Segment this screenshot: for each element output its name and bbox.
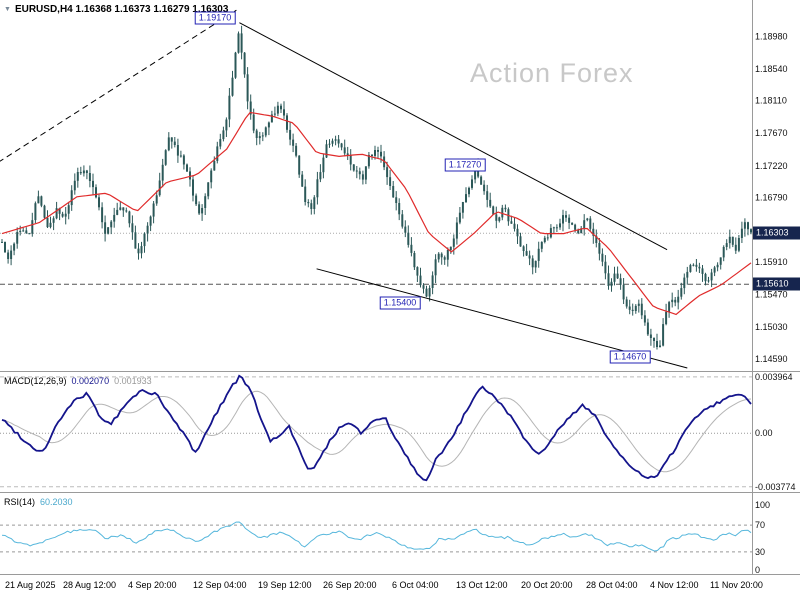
rsi-axis-label: 30 [755,547,765,557]
rsi-line [1,521,752,552]
macd-main-line [1,374,752,482]
price-annotation[interactable]: 1.15400 [379,296,421,310]
time-axis-label: 12 Sep 04:00 [193,580,247,590]
rsi-axis-label: 0 [755,565,760,575]
price-axis-label: 1.16790 [755,193,788,203]
time-axis-label: 28 Aug 12:00 [63,580,117,590]
time-axis-label: 4 Sep 20:00 [128,580,177,590]
price-axis-label: 1.15030 [755,322,788,332]
macd-signal-line [1,390,752,473]
support-price-badge: 1.15610 [753,277,800,291]
time-axis-label: 26 Sep 20:00 [323,580,377,590]
price-annotation[interactable]: 1.19170 [194,11,236,25]
macd-axis-label: -0.003774 [755,482,796,492]
macd-name: MACD(12,26,9) [4,376,67,386]
watermark: Action Forex [470,58,634,88]
macd-indicator-label: MACD(12,26,9) 0.002070 0.001933 [4,376,157,386]
moving-average-line [1,111,752,316]
time-axis-label: 4 Nov 12:00 [650,580,699,590]
price-axis-label: 1.18980 [755,32,788,42]
macd-main-value: 0.002070 [71,376,110,386]
price-axis-label: 1.15470 [755,290,788,300]
rsi-name: RSI(14) [4,497,36,507]
time-axis-label: 11 Nov 20:00 [710,580,763,590]
time-axis-label: 20 Oct 20:00 [521,580,573,590]
time-axis-label: 21 Aug 2025 [5,580,56,590]
trendline[interactable] [0,9,237,162]
rsi-value: 60.2030 [40,497,73,507]
symbol-marker-icon: ▼ [4,6,11,13]
macd-signal-value: 0.001933 [114,376,152,386]
price-annotation[interactable]: 1.14670 [609,350,651,364]
time-axis-label: 6 Oct 04:00 [392,580,439,590]
rsi-axis-label: 70 [755,520,765,530]
price-axis-label: 1.18540 [755,64,788,74]
macd-axis-label: 0.00 [755,428,773,438]
price-axis-label: 1.15910 [755,257,788,267]
time-axis-label: 28 Oct 04:00 [586,580,638,590]
rsi-indicator-label: RSI(14) 60.2030 [4,497,78,507]
current-price-badge: 1.16303 [753,226,800,240]
time-axis[interactable]: 21 Aug 2025 28 Aug 12:00 4 Sep 20:00 12 Sep… [0,575,800,600]
rsi-axis-label: 100 [755,500,770,510]
chart-title: ▼ EURUSD,H4 1.16368 1.16373 1.16279 1.163… [4,4,228,15]
price-annotation[interactable]: 1.17270 [444,158,486,172]
trendline[interactable] [239,22,668,251]
symbol-ohlc-label: EURUSD,H4 1.16368 1.16373 1.16279 1.1630… [14,4,229,15]
price-axis-label: 1.17220 [755,161,788,171]
candlestick-series [1,25,752,350]
price-axis-label: 1.14590 [755,354,788,364]
time-axis-label: 19 Sep 12:00 [258,580,312,590]
price-axis-label: 1.17670 [755,128,788,138]
macd-axis-label: 0.003964 [755,372,793,382]
price-axis-label: 1.18110 [755,96,787,106]
time-axis-label: 13 Oct 12:00 [456,580,508,590]
chart-canvas[interactable]: 1.18980 1.18540 1.18110 1.17670 1.17220 1.167… [0,0,800,575]
